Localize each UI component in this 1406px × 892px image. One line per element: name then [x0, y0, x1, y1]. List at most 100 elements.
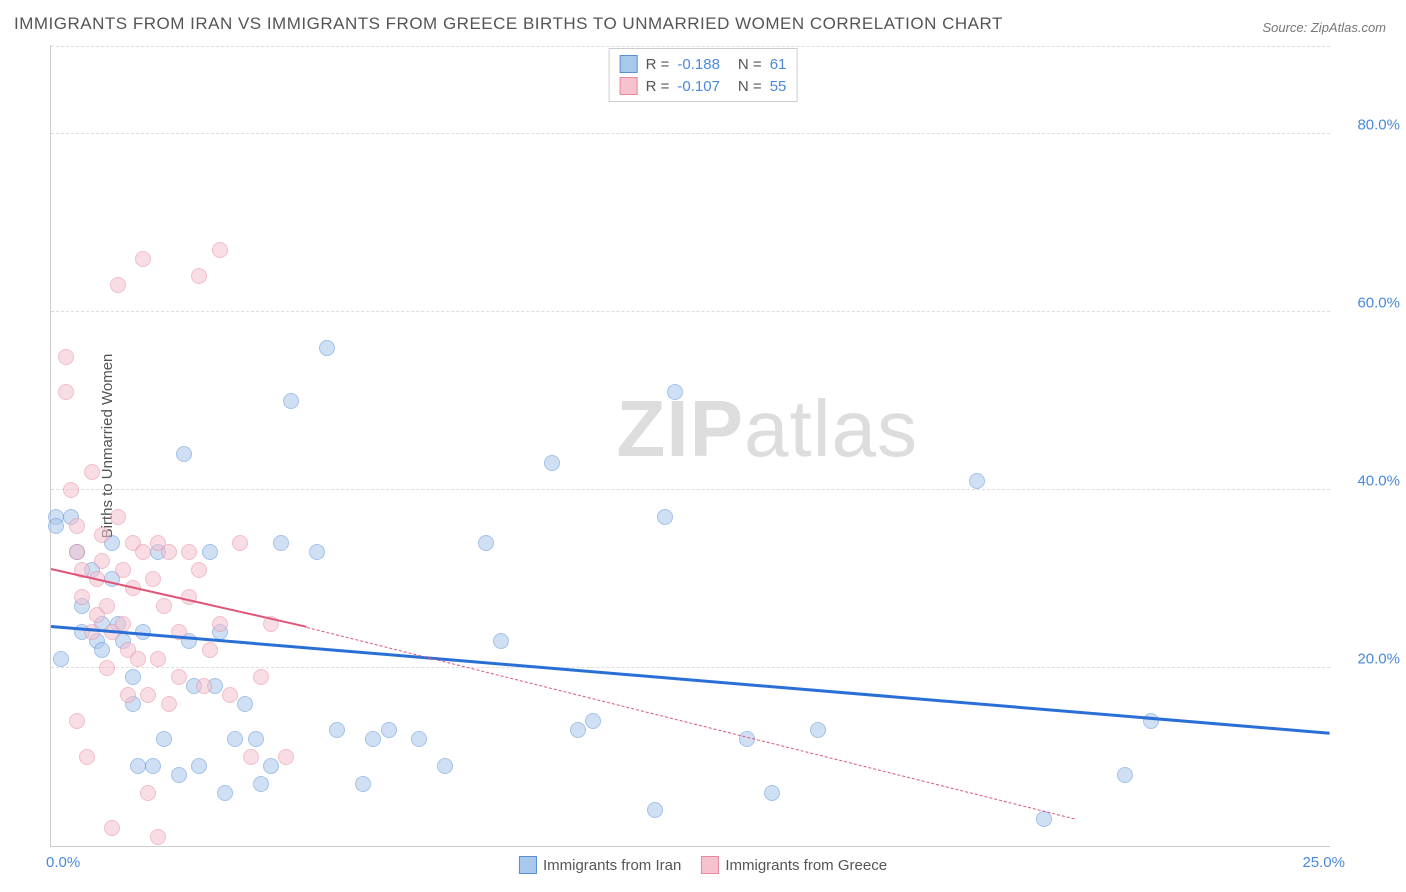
scatter-point: [191, 758, 207, 774]
scatter-point: [94, 527, 110, 543]
scatter-point: [329, 722, 345, 738]
scatter-point: [84, 624, 100, 640]
scatter-point: [110, 277, 126, 293]
gridline: [51, 311, 1330, 312]
scatter-point: [810, 722, 826, 738]
scatter-point: [319, 340, 335, 356]
legend-series: Immigrants from Iran Immigrants from Gre…: [519, 856, 887, 874]
scatter-point: [115, 562, 131, 578]
legend-r-value: -0.188: [677, 56, 720, 73]
scatter-point: [171, 767, 187, 783]
scatter-point: [411, 731, 427, 747]
scatter-point: [570, 722, 586, 738]
scatter-point: [222, 687, 238, 703]
scatter-point: [150, 829, 166, 845]
scatter-point: [657, 509, 673, 525]
swatch-iran: [519, 856, 537, 874]
y-tick-label: 20.0%: [1340, 651, 1400, 668]
scatter-point: [248, 731, 264, 747]
scatter-point: [493, 633, 509, 649]
scatter-point: [135, 251, 151, 267]
legend-label: Immigrants from Greece: [725, 857, 887, 874]
scatter-point: [1036, 811, 1052, 827]
scatter-point: [115, 616, 131, 632]
scatter-point: [104, 820, 120, 836]
scatter-point: [212, 616, 228, 632]
scatter-point: [237, 696, 253, 712]
scatter-point: [181, 544, 197, 560]
scatter-point: [196, 678, 212, 694]
scatter-point: [365, 731, 381, 747]
scatter-point: [667, 384, 683, 400]
x-tick-label: 0.0%: [46, 854, 80, 871]
scatter-point: [478, 535, 494, 551]
scatter-point: [161, 544, 177, 560]
scatter-point: [156, 731, 172, 747]
scatter-point: [135, 544, 151, 560]
watermark: ZIPatlas: [617, 383, 918, 475]
scatter-point: [217, 785, 233, 801]
scatter-point: [150, 651, 166, 667]
scatter-point: [212, 242, 228, 258]
gridline: [51, 46, 1330, 47]
scatter-point: [253, 776, 269, 792]
scatter-point: [53, 651, 69, 667]
source-attribution: Source: ZipAtlas.com: [1262, 20, 1386, 35]
scatter-point: [130, 651, 146, 667]
scatter-point: [273, 535, 289, 551]
scatter-point: [94, 642, 110, 658]
plot-area: ZIPatlas 20.0%40.0%60.0%80.0%0.0%25.0%: [50, 45, 1330, 847]
scatter-point: [232, 535, 248, 551]
y-tick-label: 80.0%: [1340, 117, 1400, 134]
scatter-point: [140, 785, 156, 801]
scatter-point: [585, 713, 601, 729]
legend-n-label: N =: [738, 56, 762, 73]
scatter-point: [63, 482, 79, 498]
scatter-point: [202, 544, 218, 560]
scatter-point: [202, 642, 218, 658]
swatch-greece: [701, 856, 719, 874]
legend-n-value: 61: [770, 56, 787, 73]
scatter-point: [544, 455, 560, 471]
scatter-point: [145, 571, 161, 587]
scatter-point: [84, 464, 100, 480]
scatter-point: [278, 749, 294, 765]
scatter-point: [69, 713, 85, 729]
scatter-point: [156, 598, 172, 614]
swatch-iran: [620, 55, 638, 73]
legend-label: Immigrants from Iran: [543, 857, 681, 874]
legend-n-label: N =: [738, 78, 762, 95]
legend-item-greece: Immigrants from Greece: [701, 856, 887, 874]
scatter-point: [647, 802, 663, 818]
scatter-point: [110, 509, 126, 525]
scatter-point: [283, 393, 299, 409]
scatter-point: [74, 589, 90, 605]
scatter-point: [176, 446, 192, 462]
scatter-point: [140, 687, 156, 703]
scatter-point: [58, 349, 74, 365]
scatter-point: [191, 562, 207, 578]
scatter-point: [355, 776, 371, 792]
scatter-point: [171, 669, 187, 685]
legend-stats-row: R = -0.107 N = 55: [620, 75, 787, 97]
legend-stats-row: R = -0.188 N = 61: [620, 53, 787, 75]
gridline: [51, 133, 1330, 134]
swatch-greece: [620, 77, 638, 95]
y-tick-label: 40.0%: [1340, 473, 1400, 490]
x-tick-label: 25.0%: [1302, 854, 1345, 871]
scatter-point: [94, 553, 110, 569]
scatter-point: [191, 268, 207, 284]
gridline: [51, 667, 1330, 668]
scatter-point: [125, 669, 141, 685]
legend-r-label: R =: [646, 78, 670, 95]
scatter-point: [161, 696, 177, 712]
scatter-point: [253, 669, 269, 685]
scatter-point: [263, 758, 279, 774]
trend-line: [307, 627, 1075, 819]
scatter-point: [437, 758, 453, 774]
legend-item-iran: Immigrants from Iran: [519, 856, 681, 874]
scatter-point: [120, 687, 136, 703]
legend-stats: R = -0.188 N = 61 R = -0.107 N = 55: [609, 48, 798, 102]
scatter-point: [99, 598, 115, 614]
scatter-point: [1117, 767, 1133, 783]
